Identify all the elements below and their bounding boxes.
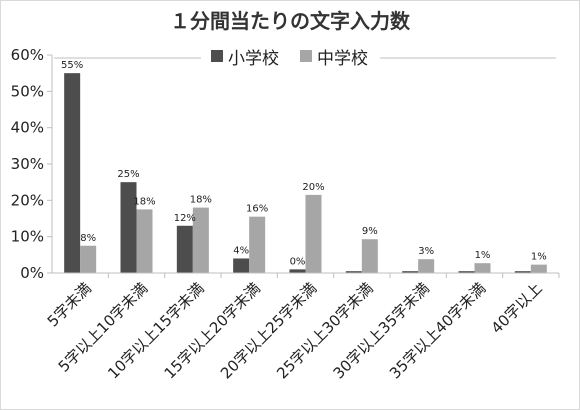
x-axis: 5字未満5字以上10字未満10字以上15字未満15字以上20字未満20字以上25… [44,272,560,382]
bar-elementary [402,271,419,273]
data-label-junior-high: 3% [418,246,434,257]
data-label-elementary: 12% [174,213,196,224]
data-label-junior-high: 16% [246,204,268,215]
data-label-elementary: 0% [290,256,306,267]
bar-elementary [458,271,475,273]
bar-junior-high [361,239,378,273]
bar-elementary [120,182,137,273]
bar-elementary [64,73,81,274]
bar-junior-high [136,209,153,273]
x-tick-label: 30字以上35字未満 [330,279,433,382]
data-label-junior-high: 8% [80,233,96,244]
y-tick-label: 40% [11,119,44,137]
legend: 小学校 中学校 [54,49,556,69]
data-labels: 55% 8% 25% 18% 12% 18% 4% 16% 0% 20% 9% 3% 1% 1% [61,60,547,267]
bar-junior-high [418,259,435,273]
legend-swatch-junior-high [300,50,312,62]
data-label-junior-high: 18% [190,195,212,206]
chart-title: １分間当たりの文字入力数 [170,9,411,33]
bar-elementary [176,225,193,273]
bar-elementary [514,271,531,273]
data-label-junior-high: 18% [133,196,155,207]
bar-junior-high [474,263,491,273]
bar-junior-high [249,216,266,273]
data-label-elementary: 25% [117,169,139,180]
data-label-junior-high: 1% [531,252,547,263]
bar-junior-high [305,194,322,273]
legend-label-junior-high: 中学校 [317,49,368,69]
bar-elementary [345,271,362,273]
x-tick-label: 25字以上30字未満 [273,279,376,382]
y-tick-label: 60% [11,46,44,64]
bar-elementary [233,258,250,273]
legend-label-elementary: 小学校 [228,49,279,69]
bar-junior-high [530,264,547,273]
y-tick-label: 0% [20,264,44,282]
y-axis: 0% 10% 20% 30% 40% 50% 60% [11,46,53,282]
legend-swatch-elementary [211,50,223,62]
y-tick-label: 30% [11,155,44,173]
x-tick-label: 15字以上20字未満 [161,279,264,382]
y-tick-label: 20% [11,191,44,209]
data-label-elementary: 55% [61,60,83,71]
x-tick-label: 40字以上 [488,279,546,337]
bar-junior-high [192,207,209,273]
data-label-junior-high: 1% [475,250,491,261]
y-tick-label: 50% [11,82,44,100]
y-tick-label: 10% [11,228,44,246]
x-tick-label: 5字未満 [44,279,95,330]
bar-junior-high [80,245,97,273]
data-label-junior-high: 20% [302,182,324,193]
data-label-elementary: 4% [233,245,249,256]
x-tick-label: 20字以上25字未満 [217,279,320,382]
data-label-junior-high: 9% [362,226,378,237]
x-tick-label: 35字以上40字未満 [386,279,489,382]
bar-elementary [289,269,306,273]
bars [64,73,547,274]
x-tick-label: 10字以上15字未満 [104,279,207,382]
